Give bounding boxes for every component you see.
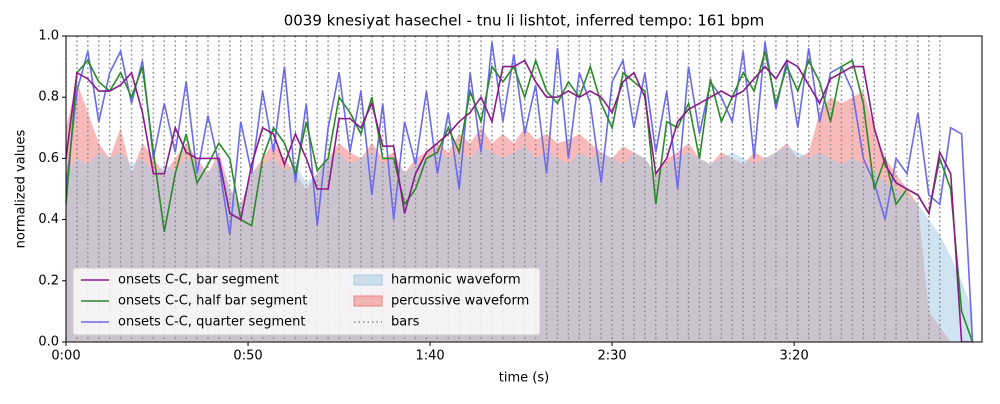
x-tick-label: 2:30	[598, 349, 627, 364]
legend-box	[72, 267, 541, 336]
legend-label: harmonic waveform	[391, 273, 521, 288]
legend-label: onsets C-C, half bar segment	[118, 294, 307, 309]
y-tick-label: 0.2	[38, 273, 59, 288]
legend-label: bars	[391, 315, 420, 330]
y-axis-label: normalized values	[14, 129, 29, 248]
x-tick-label: 0:50	[233, 349, 262, 364]
plot-frame	[65, 35, 983, 343]
series-line	[66, 51, 974, 342]
chart-title: 0039 knesiyat hasechel - tnu li lishtot,…	[284, 12, 765, 30]
legend-label: onsets C-C, quarter segment	[118, 315, 305, 330]
y-tick-label: 0.0	[38, 335, 59, 350]
x-tick-label: 0:00	[51, 349, 80, 364]
y-tick-label: 1.0	[38, 29, 59, 44]
series-line	[66, 59, 973, 342]
x-tick-label: 3:20	[780, 349, 809, 364]
x-axis-label: time (s)	[499, 371, 549, 386]
y-tick-label: 0.8	[38, 90, 59, 105]
x-tick-label: 1:40	[415, 349, 444, 364]
y-tick-label: 0.4	[38, 212, 59, 227]
series-line	[66, 41, 974, 342]
legend-swatch	[353, 274, 383, 286]
legend-label: onsets C-C, bar segment	[118, 273, 279, 288]
legend-label: percussive waveform	[391, 294, 529, 309]
legend-swatch	[353, 295, 383, 307]
y-tick-label: 0.6	[38, 151, 59, 166]
